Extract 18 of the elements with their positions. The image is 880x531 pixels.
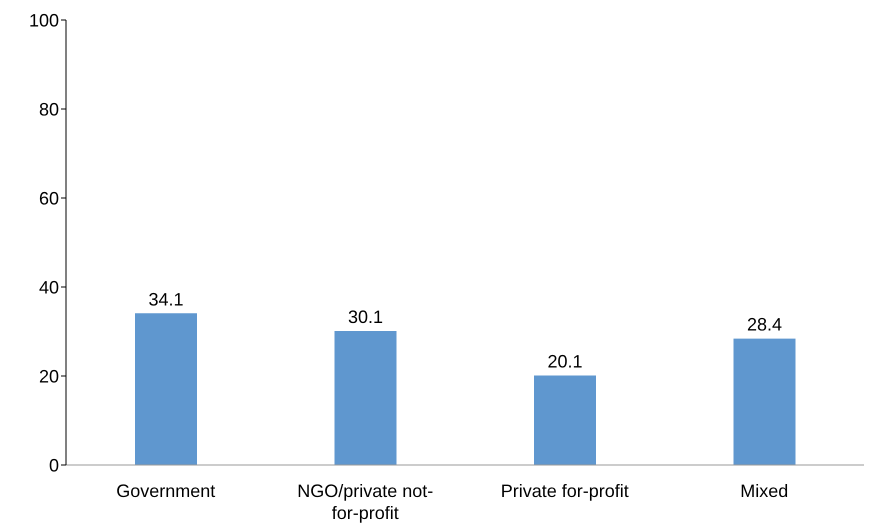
y-tick-label: 100 [28, 10, 59, 30]
y-tick-label: 80 [38, 99, 59, 120]
x-tick-label: Mixed [740, 481, 788, 502]
data-label: 20.1 [547, 352, 583, 372]
x-tick-label: Private for-profit [500, 481, 629, 502]
bar [734, 338, 796, 465]
bar [534, 376, 596, 465]
data-label: 28.4 [746, 314, 782, 335]
data-label: 34.1 [148, 289, 184, 310]
data-label: 30.1 [348, 307, 384, 328]
y-tick-label: 20 [38, 366, 59, 386]
y-tick-label: 40 [38, 277, 59, 298]
y-tick-label: 60 [38, 188, 59, 208]
y-tick-label: 0 [48, 455, 59, 476]
bar [135, 313, 197, 465]
bar [334, 331, 396, 465]
x-tick-label: Government [116, 481, 216, 502]
x-tick-label: NGO/private not-for-profit [297, 481, 434, 523]
